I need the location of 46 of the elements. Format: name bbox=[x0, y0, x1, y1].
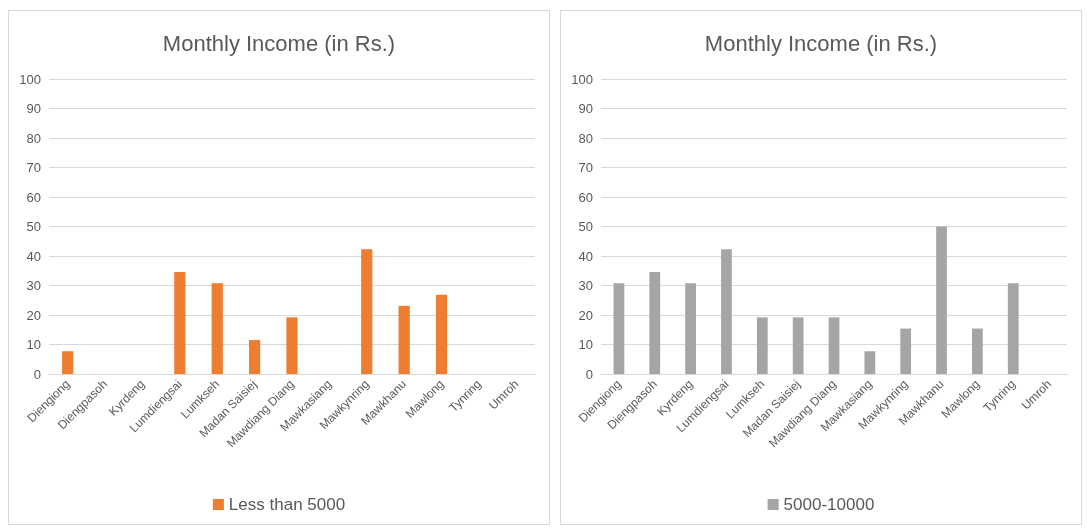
y-tick-label: 90 bbox=[26, 101, 41, 116]
y-tick-label: 60 bbox=[578, 189, 593, 205]
bar bbox=[792, 317, 804, 374]
bar bbox=[398, 305, 410, 374]
y-tick-label: 20 bbox=[26, 307, 41, 323]
legend-label: Less than 5000 bbox=[228, 495, 346, 514]
chart-title: Monthly Income (in Rs.) bbox=[704, 30, 938, 56]
bar bbox=[361, 249, 373, 374]
bar bbox=[174, 271, 186, 374]
chart-title: Monthly Income (in Rs.) bbox=[162, 30, 396, 56]
bar bbox=[972, 328, 983, 374]
y-tick-label: 40 bbox=[26, 248, 41, 264]
bar bbox=[286, 317, 298, 374]
bar bbox=[435, 294, 448, 374]
legend-label: 5000-10000 bbox=[783, 495, 875, 514]
y-tick-label: 30 bbox=[26, 278, 41, 293]
y-tick-label: 0 bbox=[33, 366, 41, 382]
y-tick-label: 70 bbox=[26, 160, 41, 175]
y-tick-label: 50 bbox=[26, 219, 41, 234]
bar bbox=[900, 328, 912, 374]
y-tick-label: 80 bbox=[26, 130, 41, 146]
y-tick-label: 100 bbox=[19, 71, 41, 87]
y-tick-label: 10 bbox=[578, 337, 593, 352]
y-tick-label: 70 bbox=[578, 160, 593, 175]
bar bbox=[249, 340, 261, 374]
bar bbox=[721, 249, 732, 374]
y-tick-label: 20 bbox=[578, 307, 593, 323]
bar bbox=[211, 283, 223, 374]
bar bbox=[828, 317, 840, 374]
bar bbox=[649, 271, 661, 374]
bar bbox=[685, 283, 696, 374]
y-tick-label: 100 bbox=[571, 71, 593, 87]
bar bbox=[1007, 283, 1019, 374]
y-tick-label: 50 bbox=[578, 219, 593, 234]
y-tick-label: 30 bbox=[578, 278, 593, 293]
bar bbox=[864, 351, 876, 374]
bar bbox=[936, 226, 947, 374]
bar bbox=[613, 283, 625, 374]
y-tick-label: 0 bbox=[585, 366, 593, 382]
y-tick-label: 40 bbox=[578, 248, 593, 264]
bar bbox=[62, 351, 74, 374]
y-tick-label: 80 bbox=[578, 130, 593, 146]
bar bbox=[756, 317, 768, 374]
y-tick-label: 10 bbox=[26, 337, 41, 352]
y-tick-label: 60 bbox=[26, 189, 41, 205]
y-tick-label: 90 bbox=[578, 101, 593, 116]
